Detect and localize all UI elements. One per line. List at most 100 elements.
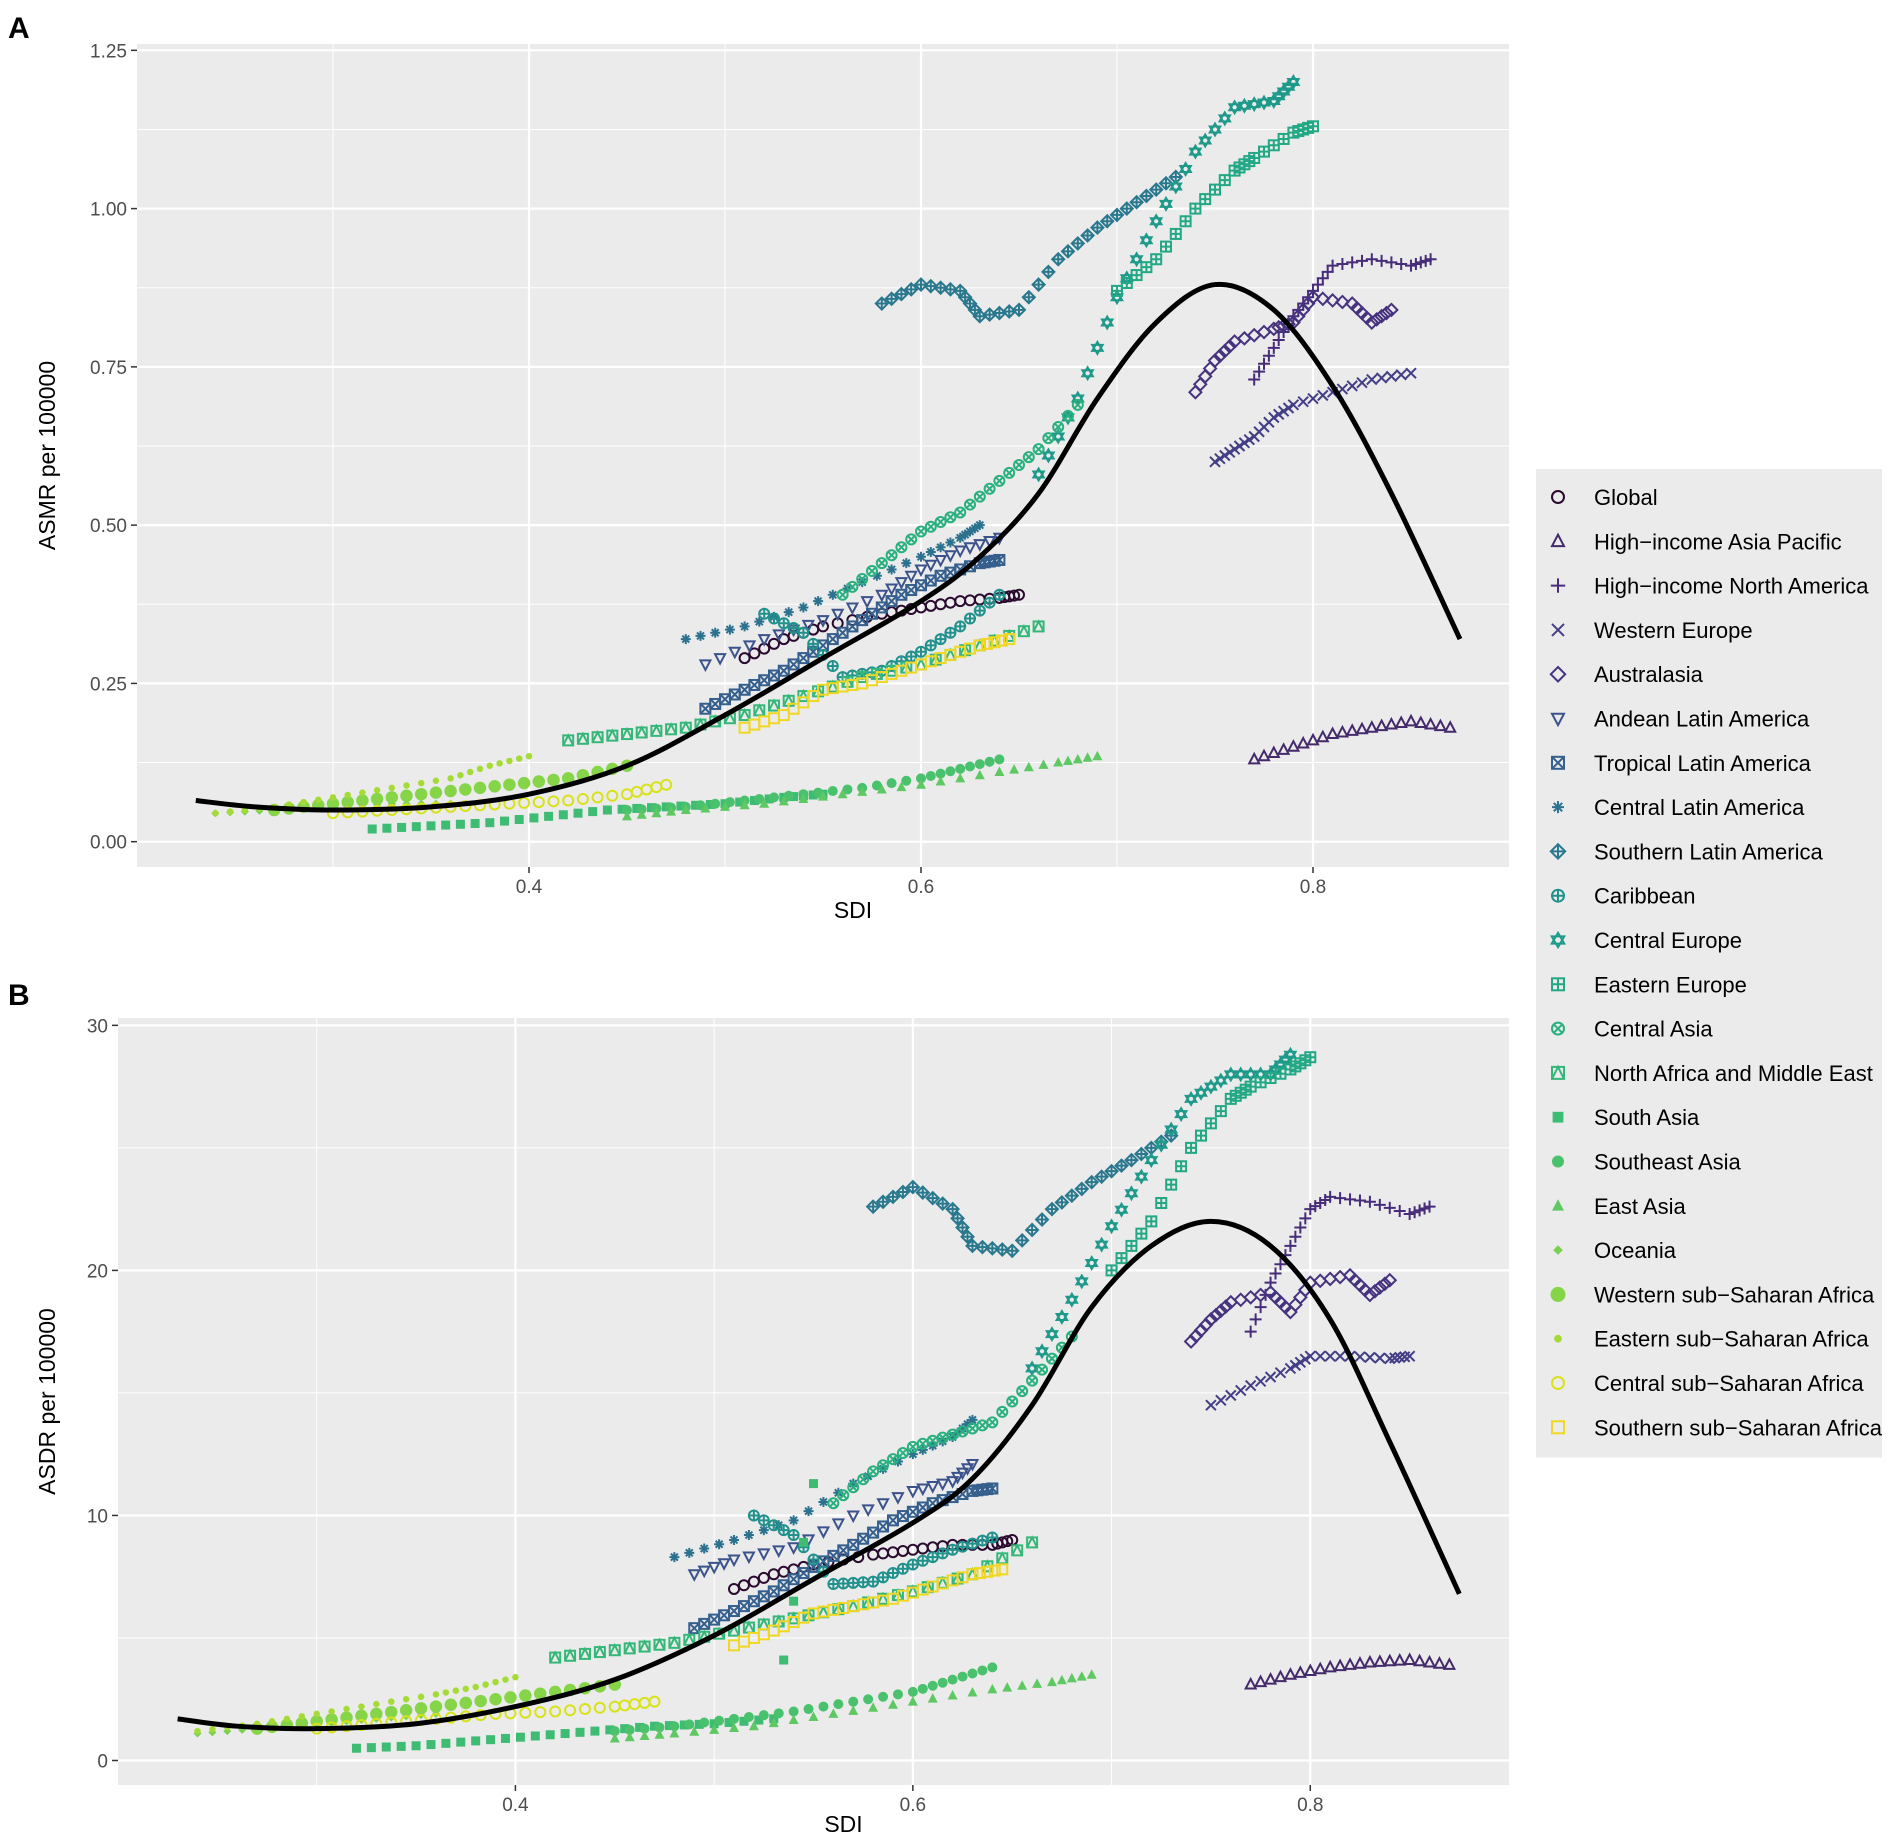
legend-key <box>1550 1286 1566 1302</box>
legend-item: Oceania <box>1553 1238 1677 1263</box>
data-point <box>935 776 946 786</box>
data-point <box>1336 257 1349 270</box>
legend-item: Western Europe <box>1551 618 1753 643</box>
legend-key <box>1553 1245 1563 1255</box>
data-point <box>967 1414 978 1425</box>
data-point <box>1363 1654 1377 1668</box>
series-southeast-asia <box>609 1662 998 1737</box>
data-point <box>983 596 996 609</box>
data-point <box>777 709 790 722</box>
data-point <box>588 807 598 817</box>
data-point <box>1056 1674 1067 1685</box>
data-point <box>871 780 882 791</box>
series-high-income-north-america <box>1244 1190 1436 1338</box>
data-point <box>1375 372 1388 384</box>
data-point <box>1237 97 1252 114</box>
plot-background <box>118 1018 1509 1785</box>
data-point <box>1140 261 1153 274</box>
data-point <box>699 1717 710 1728</box>
data-point <box>878 1463 889 1474</box>
data-point <box>833 1699 844 1710</box>
data-point <box>1086 1669 1097 1679</box>
data-point <box>1051 428 1066 445</box>
data-point <box>1222 338 1238 354</box>
data-point <box>679 1720 689 1730</box>
data-point <box>1052 421 1065 434</box>
data-point <box>397 822 407 832</box>
data-point <box>759 798 770 808</box>
data-point <box>1274 1258 1287 1271</box>
data-point <box>1375 254 1388 267</box>
data-point <box>926 1481 940 1494</box>
data-point <box>547 773 560 787</box>
data-point <box>664 1721 674 1731</box>
data-point <box>452 1687 460 1694</box>
data-point <box>710 798 721 809</box>
data-point <box>710 627 721 638</box>
data-point <box>488 780 501 793</box>
data-point <box>1316 272 1329 285</box>
data-point <box>1035 1343 1050 1360</box>
data-point <box>1264 1371 1277 1383</box>
series-central-latin-america <box>680 520 985 645</box>
data-point <box>1203 1078 1218 1095</box>
series-high-income-asia-pacific <box>1247 713 1457 765</box>
data-point <box>827 589 838 600</box>
data-point <box>871 570 882 581</box>
data-point <box>777 664 790 677</box>
data-point <box>285 801 293 808</box>
data-point <box>799 1537 809 1547</box>
data-point <box>1283 1046 1298 1063</box>
data-point <box>687 1569 701 1582</box>
data-point <box>924 639 937 652</box>
data-point <box>396 1741 406 1751</box>
data-point <box>916 1554 929 1567</box>
data-point <box>1082 752 1093 762</box>
data-point <box>1130 269 1143 282</box>
data-point <box>1374 718 1389 732</box>
data-point <box>268 1718 276 1725</box>
data-point <box>622 805 632 816</box>
data-point <box>1193 1323 1209 1338</box>
legend-label: Western Europe <box>1594 618 1753 643</box>
data-point <box>444 1698 458 1711</box>
data-point <box>1105 1264 1118 1277</box>
legend-key <box>1551 888 1565 903</box>
data-point <box>798 793 809 803</box>
legend-key <box>1551 1420 1565 1435</box>
data-point <box>757 1571 770 1584</box>
data-point <box>1379 305 1394 321</box>
data-point <box>937 1677 948 1688</box>
series-southern-sub-saharan-africa <box>728 1563 1009 1652</box>
x-axis-title: SDI <box>824 1811 862 1836</box>
data-point <box>1024 1222 1040 1238</box>
legend-label: North Africa and Middle East <box>1594 1061 1873 1086</box>
data-point <box>1213 1303 1229 1319</box>
data-point <box>757 1548 771 1562</box>
data-point <box>1212 348 1228 364</box>
data-point <box>1273 1669 1288 1683</box>
data-point <box>1442 1657 1457 1670</box>
data-point <box>1316 729 1330 743</box>
data-point <box>1071 398 1084 411</box>
data-point <box>564 1648 577 1662</box>
data-point <box>1184 1090 1199 1107</box>
data-point <box>1198 1317 1214 1333</box>
data-point <box>783 607 794 618</box>
data-point <box>1009 764 1020 774</box>
data-point <box>1334 294 1350 310</box>
data-point <box>1074 1181 1090 1197</box>
data-point <box>857 577 868 588</box>
data-point <box>724 797 735 808</box>
data-point <box>1218 174 1231 187</box>
legend-label: Southern Latin America <box>1594 839 1823 864</box>
legend: Global High−income Asia Pacific High−incom… <box>1536 469 1883 1458</box>
data-point <box>496 760 503 767</box>
data-point <box>1148 182 1164 198</box>
data-point <box>926 1551 939 1564</box>
data-point <box>1323 1659 1337 1673</box>
legend-key <box>1552 1199 1564 1211</box>
data-point <box>373 1700 380 1708</box>
data-point <box>779 1655 789 1665</box>
data-point <box>1204 1117 1217 1130</box>
